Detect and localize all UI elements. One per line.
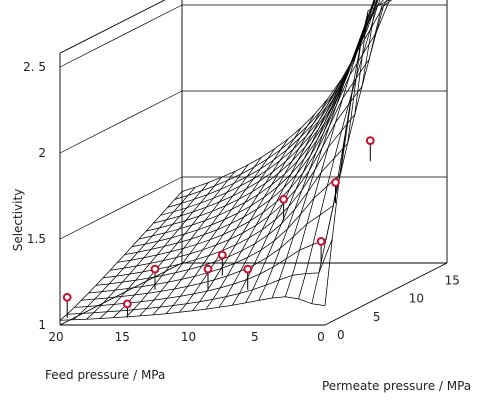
mesh-line-feed bbox=[258, 0, 379, 301]
y-tick-label: 15 bbox=[445, 273, 460, 287]
surface-mesh bbox=[59, 0, 393, 321]
mesh-line-feed bbox=[271, 0, 375, 299]
mesh-line-permeate bbox=[117, 3, 383, 263]
z-tick-label: 2 bbox=[38, 146, 46, 160]
y-axis-line bbox=[324, 262, 448, 326]
z-tick-label: 1.5 bbox=[27, 232, 46, 246]
data-point bbox=[62, 292, 72, 302]
mesh-line-feed bbox=[179, 127, 302, 313]
x-axis-title: Feed pressure / MPa bbox=[45, 368, 165, 382]
axis-box bbox=[59, 0, 448, 326]
tick-labels: 1 1.5 2 2. 5 20 15 10 5 0 0 5 10 15 bbox=[23, 60, 460, 344]
data-point bbox=[203, 264, 213, 274]
mesh-line-feed bbox=[245, 28, 368, 304]
top-left-edge bbox=[59, 0, 166, 54]
y-tick-label: 5 bbox=[373, 310, 381, 324]
z-tick-label: 2. 5 bbox=[23, 60, 46, 74]
mesh-line-permeate bbox=[88, 81, 355, 294]
data-point bbox=[217, 250, 227, 260]
x-tick-label: 0 bbox=[317, 330, 325, 344]
mesh-line-feed bbox=[298, 0, 381, 300]
mesh-line-feed bbox=[192, 114, 315, 312]
x-tick-label: 5 bbox=[251, 330, 259, 344]
z-gridline-left bbox=[59, 90, 183, 154]
mesh-line-feed bbox=[205, 98, 329, 310]
base-left-edge bbox=[59, 262, 183, 326]
data-point bbox=[243, 264, 253, 274]
x-tick-label: 20 bbox=[48, 330, 63, 344]
back-panel-grid bbox=[59, 4, 447, 240]
mesh-line-permeate bbox=[81, 125, 347, 301]
mesh-line-feed bbox=[73, 186, 196, 321]
data-point bbox=[365, 136, 375, 146]
mesh-line-feed bbox=[284, 0, 375, 297]
mesh-line-feed bbox=[139, 157, 262, 317]
data-point bbox=[123, 299, 132, 309]
mesh-line-permeate bbox=[95, 42, 362, 286]
mesh-line-permeate bbox=[59, 296, 326, 321]
mesh-line-feed bbox=[59, 191, 183, 321]
mesh-line-feed bbox=[126, 164, 249, 318]
data-point bbox=[316, 237, 326, 246]
z-gridline-left bbox=[59, 176, 183, 240]
data-point bbox=[279, 194, 289, 204]
x-tick-label: 15 bbox=[115, 330, 130, 344]
y-tick-label: 0 bbox=[337, 328, 345, 342]
z-gridline-left bbox=[59, 4, 183, 68]
mesh-line-feed bbox=[165, 138, 289, 314]
mesh-line-permeate bbox=[110, 7, 376, 271]
mesh-line-permeate bbox=[131, 0, 393, 248]
data-point bbox=[331, 178, 340, 187]
mesh-line-permeate bbox=[124, 0, 390, 255]
mesh-line-permeate bbox=[174, 0, 378, 200]
mesh-line-permeate bbox=[181, 0, 379, 192]
data-points bbox=[62, 136, 375, 318]
mesh-line-permeate bbox=[103, 10, 369, 279]
y-axis-title: Permeate pressure / MPa bbox=[322, 379, 471, 393]
z-axis-title: Selectivity bbox=[11, 189, 25, 252]
mesh-line-feed bbox=[152, 148, 276, 316]
mesh-line-permeate bbox=[160, 0, 376, 216]
mesh-line-feed bbox=[86, 182, 209, 320]
mesh-line-feed bbox=[112, 171, 236, 318]
mesh-line-permeate bbox=[74, 177, 340, 308]
mesh-line-feed bbox=[99, 176, 222, 319]
z-tick-label: 1 bbox=[38, 318, 46, 332]
mesh-line-permeate bbox=[153, 0, 375, 224]
mesh-line-permeate bbox=[67, 238, 333, 315]
y-tick-label: 10 bbox=[409, 292, 424, 306]
data-point bbox=[150, 264, 160, 274]
x-tick-label: 10 bbox=[181, 330, 196, 344]
mesh-line-permeate bbox=[167, 0, 376, 208]
